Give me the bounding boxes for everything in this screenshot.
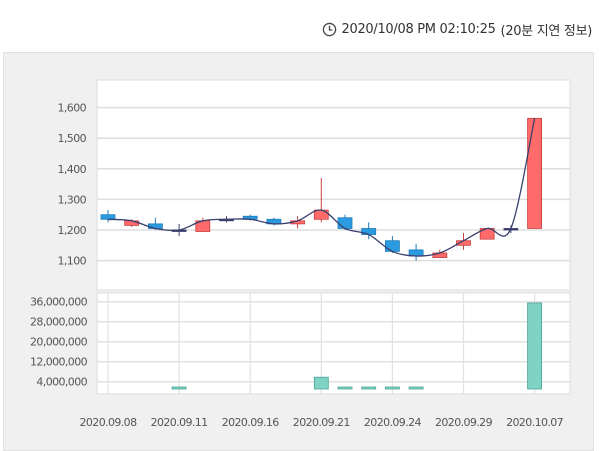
close-price-line: [107, 118, 536, 257]
candle-body: [313, 209, 329, 220]
volume-bar: [384, 386, 400, 390]
x-tick-label: 2020.09.29: [435, 416, 493, 429]
x-tick-label: 2020.09.24: [364, 416, 422, 429]
x-tick-label: 2020.09.16: [222, 416, 280, 429]
clock-icon: [322, 22, 336, 37]
timestamp-header: 2020/10/08 PM 02:10:25 (20분 지연 정보): [322, 20, 593, 39]
volume-tick-label: 36,000,000: [30, 296, 88, 309]
candle-body: [100, 214, 116, 220]
delay-note: (20분 지연 정보): [500, 24, 593, 39]
price-tick-label: 1,500: [58, 132, 87, 145]
price-tick-label: 1,100: [58, 255, 87, 268]
price-plot-area: [96, 79, 571, 291]
x-tick-label: 2020.10.07: [506, 416, 564, 429]
volume-tick-label: 28,000,000: [30, 316, 88, 329]
candle-body: [384, 240, 400, 252]
volume-bar: [361, 386, 377, 390]
volume-bar: [171, 386, 187, 390]
x-tick-label: 2020.09.08: [80, 416, 138, 429]
volume-plot-area: [96, 292, 571, 395]
price-tick-label: 1,400: [58, 163, 87, 176]
timestamp: 2020/10/08 PM 02:10:25: [341, 22, 496, 37]
volume-tick-label: 4,000,000: [36, 376, 87, 389]
volume-bar: [337, 386, 353, 390]
price-tick-label: 1,200: [58, 224, 87, 237]
price-tick-label: 1,300: [58, 193, 87, 206]
volume-bar: [527, 302, 542, 390]
candle-body: [337, 217, 353, 229]
candle-body: [527, 117, 542, 229]
volume-tick-label: 20,000,000: [30, 336, 88, 349]
volume-bar: [313, 376, 329, 390]
price-tick-label: 1,600: [58, 102, 87, 115]
x-tick-label: 2020.09.21: [293, 416, 350, 429]
volume-tick-label: 12,000,000: [30, 356, 88, 369]
volume-bar: [408, 386, 424, 390]
candle-body: [361, 228, 377, 235]
x-tick-label: 2020.09.11: [151, 416, 208, 429]
